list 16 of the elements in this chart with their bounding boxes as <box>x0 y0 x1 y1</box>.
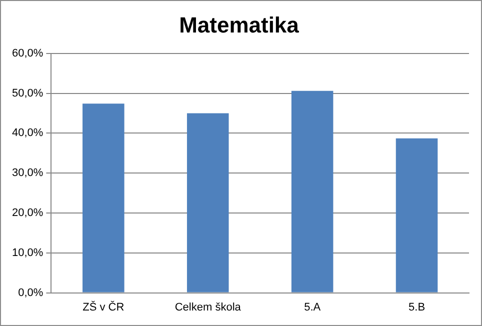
x-tick-label: ZŠ v ČR <box>82 300 124 314</box>
x-tick-label: 5.B <box>408 301 426 314</box>
chart-title: Matematika <box>179 12 300 38</box>
bar <box>186 113 229 292</box>
x-tick-label: 5.A <box>304 301 322 314</box>
y-tick-label: 0,0% <box>18 286 44 299</box>
bar <box>396 138 438 292</box>
bar <box>82 104 124 292</box>
y-tick-label: 40,0% <box>12 127 44 140</box>
y-tick-label: 20,0% <box>12 207 44 220</box>
y-tick-label: 30,0% <box>12 167 44 180</box>
y-tick-label: 50,0% <box>12 87 44 100</box>
x-tick-label: Celkem škola <box>174 301 242 314</box>
bar <box>291 90 334 292</box>
y-tick-label: 60,0% <box>12 47 44 60</box>
y-tick-label: 10,0% <box>12 246 44 259</box>
